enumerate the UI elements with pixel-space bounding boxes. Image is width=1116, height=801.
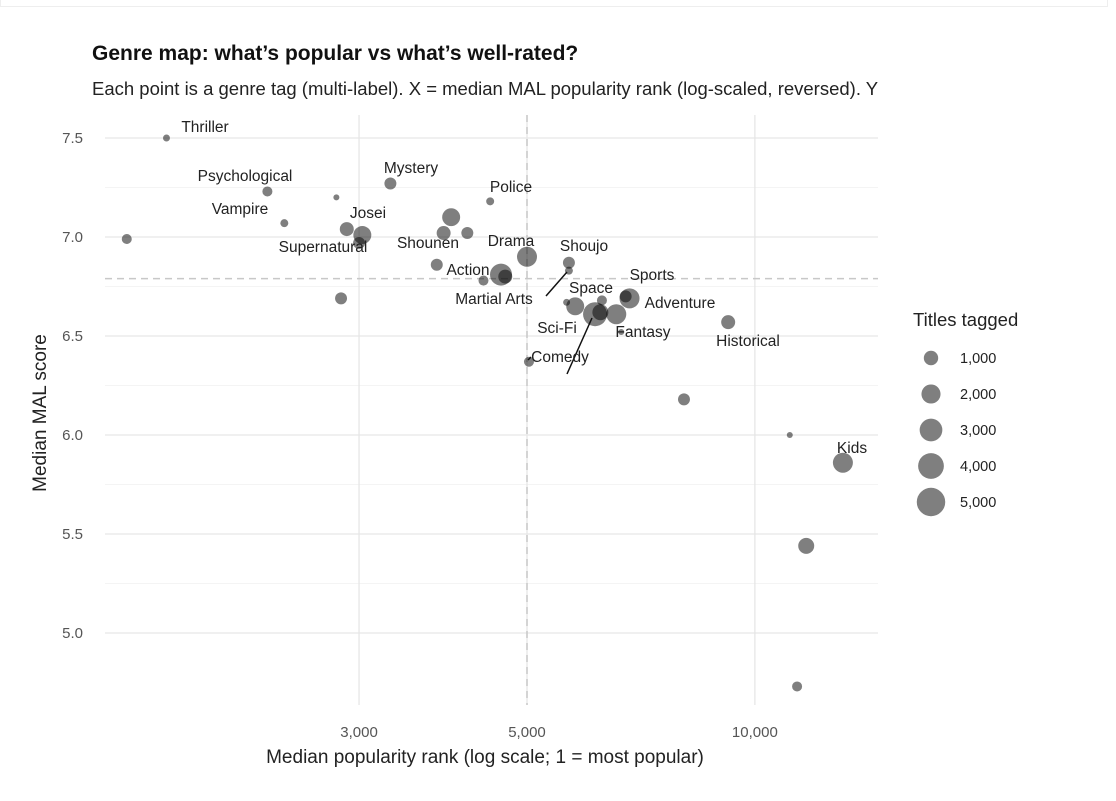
y-tick-label: 6.0 xyxy=(62,427,83,444)
point-fantasy xyxy=(618,329,625,336)
point-sci-fi xyxy=(592,304,609,321)
point-drama xyxy=(516,246,538,267)
chart-subtitle: Each point is a genre tag (multi-label).… xyxy=(92,78,878,99)
label-leader-lines xyxy=(527,271,593,375)
legend-size-swatch xyxy=(918,453,944,479)
point-police xyxy=(486,197,495,206)
point-supernatural xyxy=(353,236,366,249)
point-label: Mystery xyxy=(384,160,439,177)
point-label: Comedy xyxy=(531,349,589,366)
point-mystery xyxy=(384,177,397,190)
point-psychological xyxy=(262,186,273,197)
axis-ticks: 5.0 5.5 6.0 6.5 7.0 7.5 3,000 5,000 10,000 xyxy=(62,130,778,741)
point-unlabeled xyxy=(792,681,803,692)
point-label: Supernatural xyxy=(279,239,368,256)
legend-size-swatch xyxy=(919,418,943,442)
leader-line xyxy=(527,356,532,361)
legend-label: 4,000 xyxy=(960,459,996,475)
size-legend: Titles tagged 1,000 2,000 3,000 4,000 5,000 xyxy=(913,309,1018,517)
y-axis-label: Median MAL score xyxy=(30,334,51,492)
chart-title: Genre map: what’s popular vs what’s well… xyxy=(92,42,578,65)
point-unlabeled xyxy=(596,295,607,306)
x-axis-label: Median popularity rank (log scale; 1 = m… xyxy=(266,747,704,768)
y-tick-label: 5.5 xyxy=(62,526,83,543)
legend-size-swatch xyxy=(916,487,946,517)
point-label: Josei xyxy=(350,205,386,222)
y-tick-label: 6.5 xyxy=(62,328,83,345)
data-points xyxy=(121,134,853,692)
point-label: Historical xyxy=(716,333,780,350)
point-label: Sci-Fi xyxy=(537,320,577,337)
point-unlabeled xyxy=(606,304,627,325)
point-unlabeled xyxy=(333,194,340,201)
point-label: Space xyxy=(569,280,613,297)
point-unlabeled xyxy=(677,393,690,406)
point-label: Shoujo xyxy=(560,238,608,255)
top-card-edge xyxy=(0,0,1108,7)
legend-label: 2,000 xyxy=(960,387,996,403)
point-label: Sports xyxy=(630,267,675,284)
point-unlabeled xyxy=(798,537,815,554)
point-label: Thriller xyxy=(181,119,228,136)
legend-label: 3,000 xyxy=(960,423,996,439)
point-label: Fantasy xyxy=(615,324,670,341)
y-tick-label: 7.0 xyxy=(62,229,83,246)
point-label: Psychological xyxy=(198,168,293,185)
point-thriller xyxy=(163,134,170,142)
point-shounen xyxy=(461,227,474,240)
legend-size-swatch xyxy=(923,350,939,366)
point-kids xyxy=(832,452,853,473)
legend-label: 1,000 xyxy=(960,351,996,367)
point-unlabeled xyxy=(786,431,793,439)
legend-title: Titles tagged xyxy=(913,309,1018,330)
leader-line xyxy=(566,317,593,375)
point-unlabeled xyxy=(566,297,585,316)
point-label: Action xyxy=(446,262,489,279)
point-josei xyxy=(339,222,354,237)
leader-line xyxy=(545,271,568,297)
point-label: Kids xyxy=(837,440,867,457)
point-label: Vampire xyxy=(212,201,269,218)
point-historical xyxy=(721,315,736,330)
point-sports xyxy=(619,290,632,303)
point-unlabeled xyxy=(523,356,534,367)
y-tick-label: 5.0 xyxy=(62,625,83,642)
point-vampire xyxy=(280,219,289,228)
point-label: Shounen xyxy=(397,235,459,252)
point-unlabeled xyxy=(442,208,461,227)
point-martial-arts xyxy=(498,269,513,284)
point-label: Adventure xyxy=(645,295,716,312)
point-unlabeled xyxy=(478,275,489,286)
x-tick-label: 10,000 xyxy=(732,724,778,741)
x-tick-label: 3,000 xyxy=(340,724,378,741)
point-label: Drama xyxy=(488,233,535,250)
y-tick-label: 7.5 xyxy=(62,130,83,147)
point-label: Martial Arts xyxy=(455,291,533,308)
legend-label: 5,000 xyxy=(960,495,996,511)
point-unlabeled xyxy=(121,233,132,244)
point-unlabeled xyxy=(436,226,451,241)
point-unlabeled xyxy=(430,258,443,271)
x-tick-label: 5,000 xyxy=(508,724,546,741)
point-labels: Thriller Psychological Vampire Mystery Josei… xyxy=(181,119,867,457)
point-label: Police xyxy=(490,179,532,196)
point-unlabeled xyxy=(335,292,348,305)
point-shoujo xyxy=(562,256,575,269)
legend-size-swatch xyxy=(921,384,941,404)
